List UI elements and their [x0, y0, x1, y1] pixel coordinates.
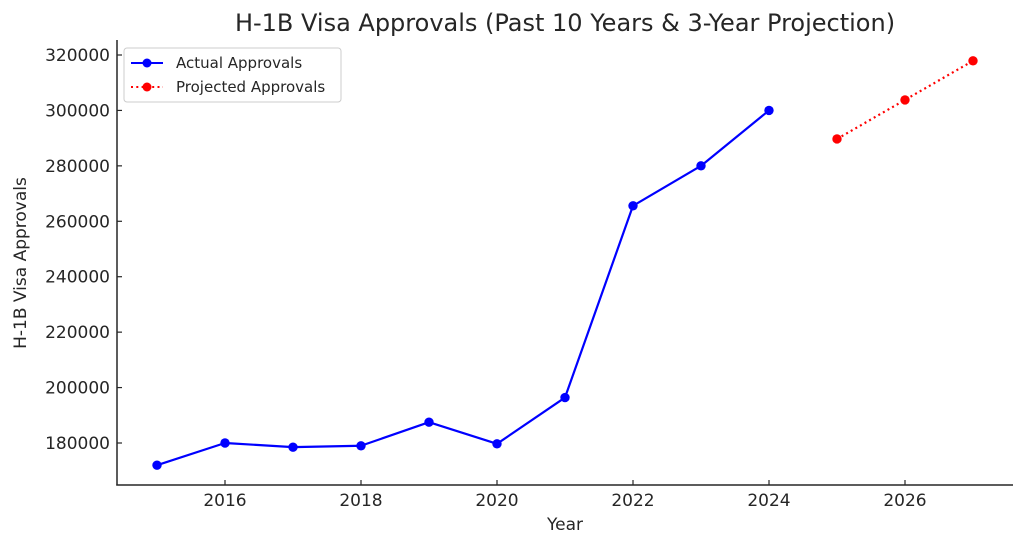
x-tick-label: 2016: [203, 491, 246, 511]
x-axis-ticks: 2016 2018 2020 2022 2024 2026: [203, 480, 927, 511]
y-tick-label: 240000: [45, 268, 110, 288]
y-tick-label: 320000: [45, 46, 110, 66]
y-axis-label: H-1B Visa Approvals: [11, 177, 31, 349]
series-line-actual: [156, 109, 770, 467]
data-point: [832, 134, 842, 144]
plot-area: [152, 56, 978, 470]
y-tick-label: 180000: [45, 434, 110, 454]
data-point: [424, 417, 434, 427]
legend: Actual Approvals Projected Approvals: [123, 47, 342, 103]
x-axis-label: Year: [546, 515, 583, 535]
data-point: [152, 460, 162, 470]
y-tick-label: 220000: [45, 323, 110, 343]
data-point: [764, 105, 774, 116]
data-point: [560, 392, 570, 403]
y-tick-label: 280000: [45, 157, 110, 177]
data-point: [696, 161, 706, 171]
data-point: [968, 56, 978, 66]
legend-box: [123, 47, 342, 103]
data-point: [900, 95, 910, 105]
legend-label-actual: Actual Approvals: [176, 54, 302, 72]
x-tick-label: 2026: [883, 491, 926, 511]
legend-marker-actual: [142, 58, 152, 68]
y-tick-label: 200000: [45, 379, 110, 399]
legend-item-actual: Actual Approvals: [131, 54, 302, 72]
y-tick-label: 300000: [45, 101, 110, 121]
legend-item-projected: Projected Approvals: [131, 78, 325, 96]
data-point: [492, 439, 502, 449]
data-point: [356, 441, 366, 451]
x-tick-label: 2020: [475, 491, 518, 511]
legend-marker-projected: [142, 82, 152, 92]
x-tick-label: 2018: [339, 491, 382, 511]
data-point: [288, 442, 298, 452]
legend-label-projected: Projected Approvals: [176, 78, 325, 96]
x-tick-label: 2024: [747, 491, 790, 511]
data-point: [628, 201, 638, 211]
y-axis-ticks: 180000 200000 220000 240000 260000 280000 3000…: [45, 46, 122, 454]
chart-title: H-1B Visa Approvals (Past 10 Years & 3-Y…: [235, 9, 895, 37]
data-point: [220, 438, 230, 448]
x-tick-label: 2022: [611, 491, 654, 511]
y-tick-label: 260000: [45, 212, 110, 232]
